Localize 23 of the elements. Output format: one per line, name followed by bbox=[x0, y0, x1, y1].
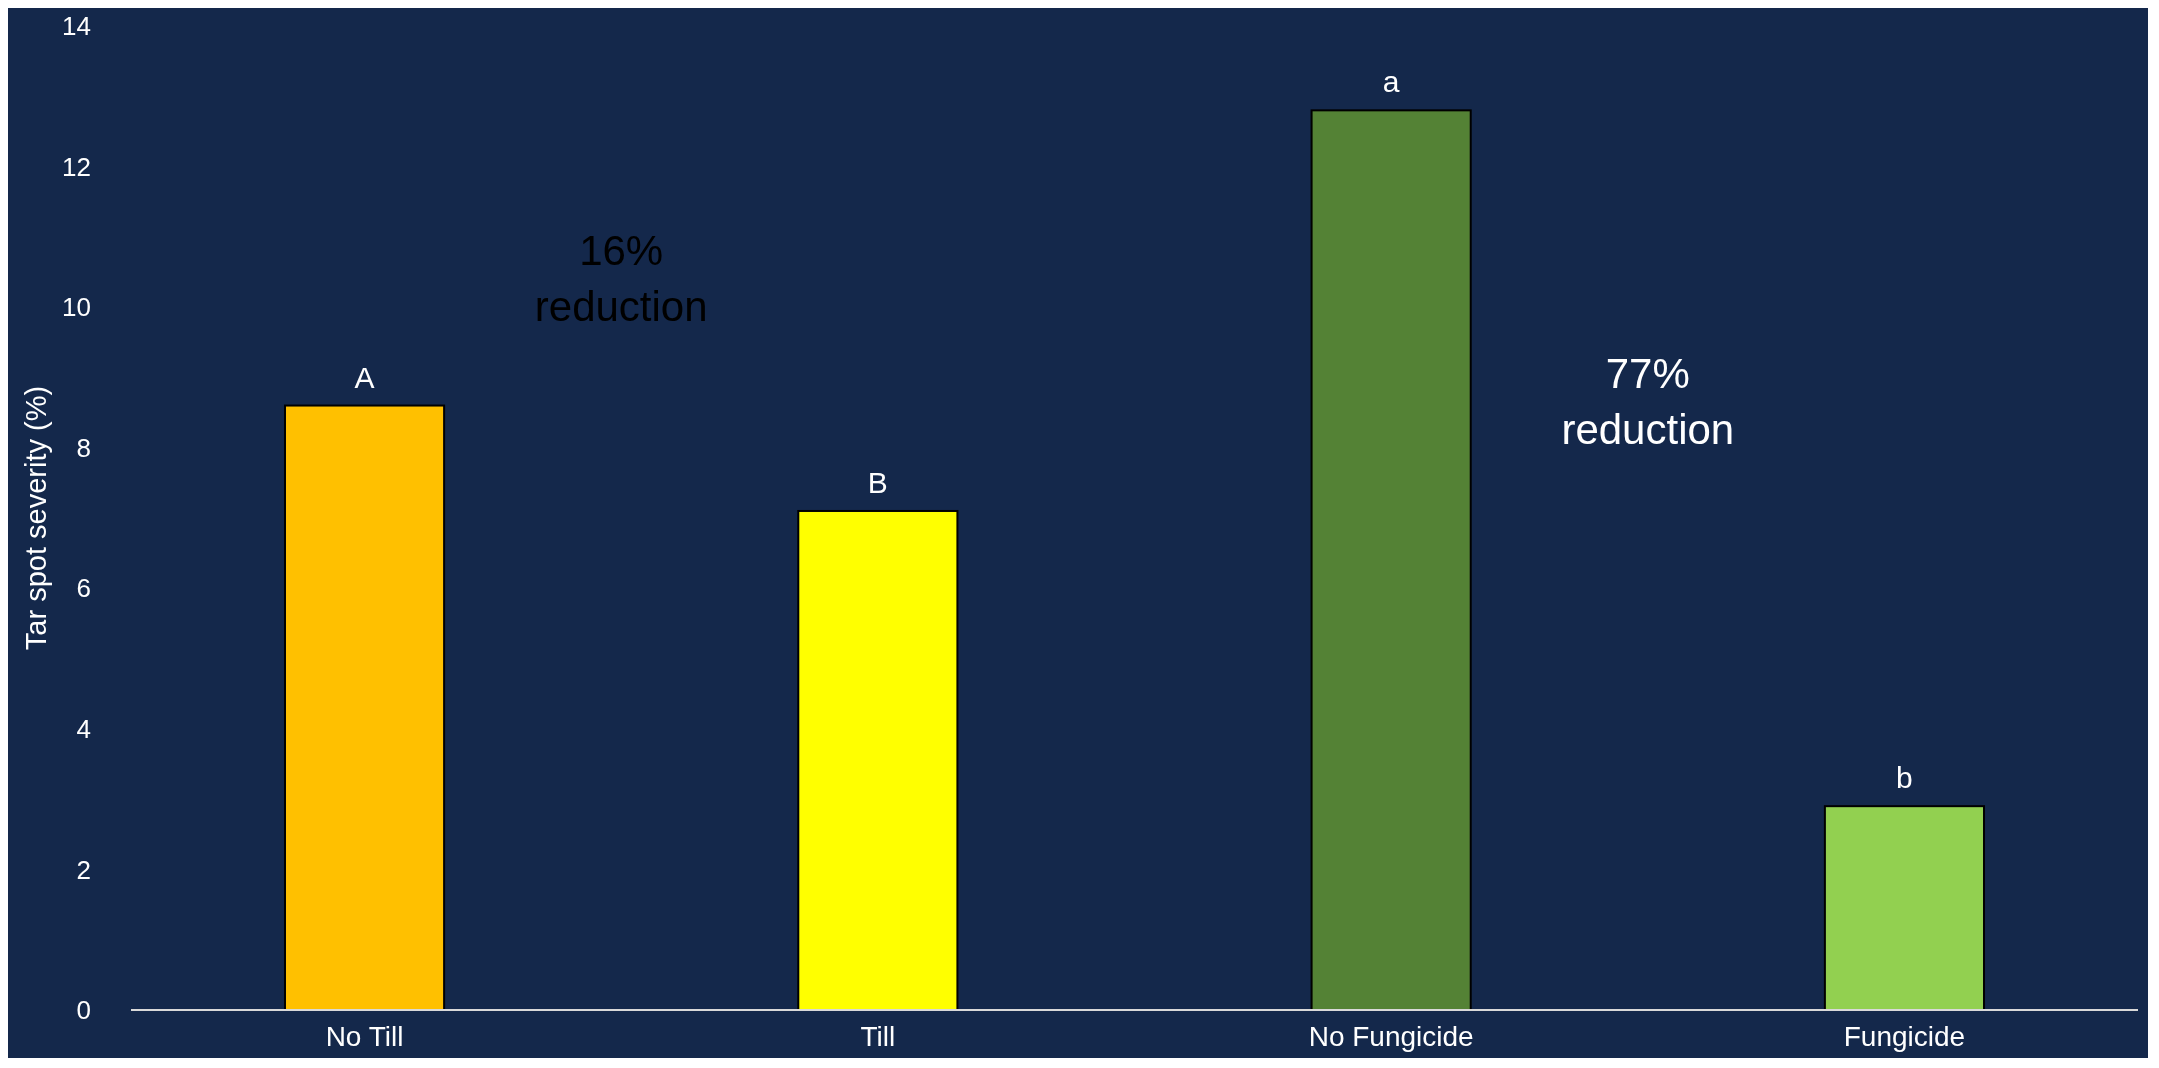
bar bbox=[797, 509, 959, 1011]
y-tick-label: 14 bbox=[62, 11, 91, 42]
annotation: A bbox=[354, 360, 375, 394]
y-tick-label: 6 bbox=[76, 573, 91, 604]
bar bbox=[1310, 109, 1472, 1011]
annotation: 77% reduction bbox=[1561, 349, 1735, 453]
y-tick-label: 12 bbox=[62, 151, 91, 182]
x-tick-label: No Fungicide bbox=[1308, 1021, 1474, 1052]
annotation: B bbox=[867, 465, 888, 499]
y-tick-label: 10 bbox=[62, 292, 91, 323]
x-tick-label: No Till bbox=[325, 1021, 404, 1052]
y-tick-label: 8 bbox=[76, 432, 91, 463]
bar bbox=[283, 404, 446, 1011]
y-axis-title: Tar spot severity (%) bbox=[20, 385, 52, 651]
x-tick-label: Till bbox=[860, 1021, 896, 1052]
y-tick-label: 0 bbox=[76, 995, 91, 1026]
y-tick-label: 2 bbox=[76, 854, 91, 885]
annotation: b bbox=[1896, 761, 1913, 795]
x-tick-label: Fungicide bbox=[1843, 1021, 1966, 1052]
y-tick-label: 4 bbox=[76, 713, 91, 744]
bar bbox=[1823, 805, 1986, 1011]
annotation: 16% reduction bbox=[534, 226, 708, 330]
annotation: a bbox=[1382, 65, 1400, 99]
